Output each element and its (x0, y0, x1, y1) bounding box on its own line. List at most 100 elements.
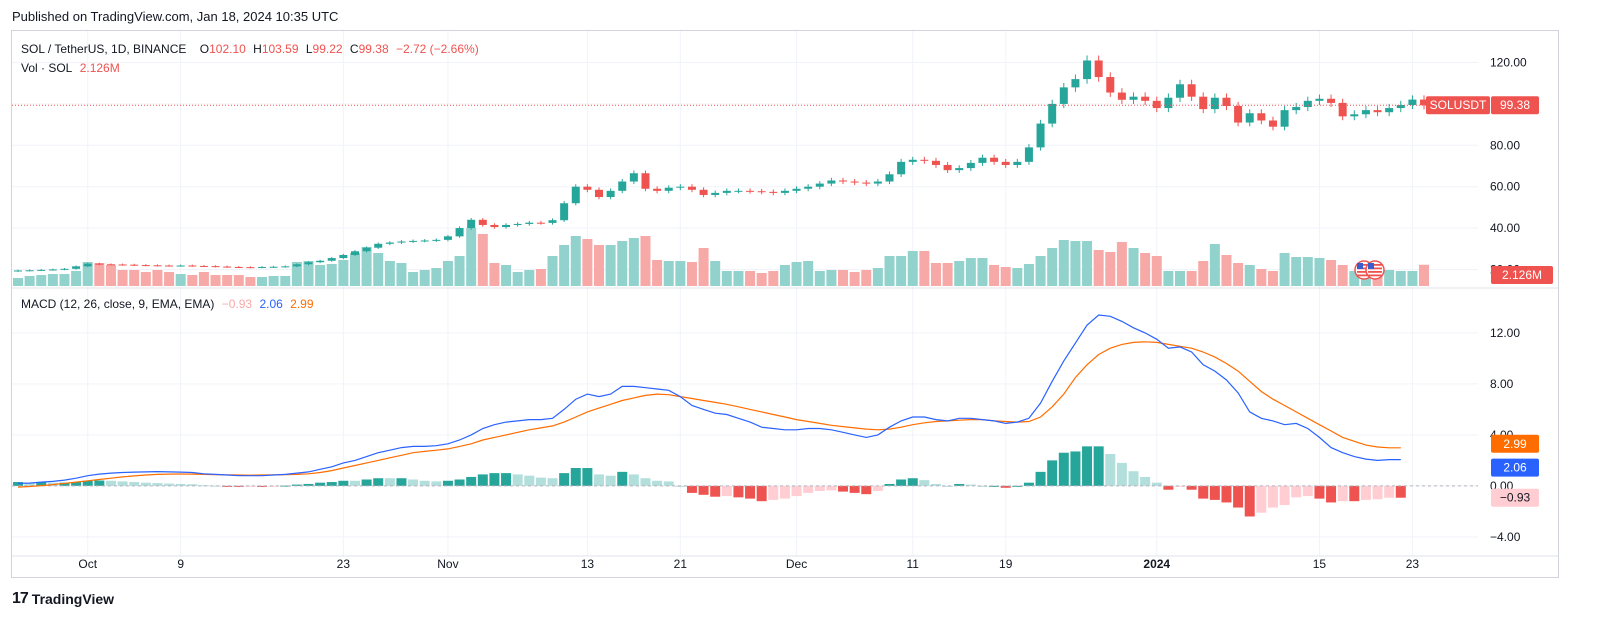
flag-stripe (1357, 274, 1371, 277)
macd-histogram-bar (512, 474, 523, 486)
volume-label[interactable]: Vol · SOL (21, 61, 73, 75)
time-tick-label: 23 (1406, 557, 1420, 571)
volume-bar (1000, 267, 1011, 286)
volume-bar (361, 247, 372, 286)
macd-histogram-bar (1302, 485, 1313, 497)
volume-bar (989, 265, 1000, 286)
time-tick-label: 23 (337, 557, 351, 571)
hist-badge-text: −0.93 (1500, 491, 1531, 505)
candle (490, 224, 499, 228)
candle (362, 247, 371, 252)
candle (1280, 110, 1289, 127)
low-label: L (305, 42, 313, 56)
macd-histogram-bar (1337, 485, 1348, 502)
candle (374, 243, 383, 248)
volume-bar (512, 272, 523, 286)
candle (467, 219, 476, 229)
us-flag-icon (1365, 260, 1385, 280)
volume-bar (547, 256, 558, 286)
candle (1083, 60, 1092, 80)
candle (72, 266, 81, 269)
macd-histogram-bar (152, 483, 163, 486)
volume-bar (1105, 252, 1116, 286)
candle (943, 164, 952, 171)
volume-bar (1395, 271, 1406, 286)
macd-histogram-bar (36, 482, 47, 486)
volume-bar (1128, 248, 1139, 286)
close-label: C (349, 42, 359, 56)
symbol-label[interactable]: SOL / TetherUS, 1D, BINANCE (21, 42, 187, 56)
time-tick-label: 2024 (1143, 557, 1170, 571)
macd-hist-value: −0.93 (221, 297, 253, 311)
volume-bar (675, 261, 686, 286)
volume-bar (1082, 241, 1093, 286)
high-value: 103.59 (261, 42, 299, 56)
footer-brand: TradingView (31, 591, 115, 607)
candle (687, 186, 696, 190)
candle (734, 190, 743, 192)
macd-histogram-bar (129, 482, 140, 486)
volume-bar (652, 260, 663, 286)
macd-histogram-bar (1349, 485, 1360, 502)
macd-histogram-bar (315, 482, 326, 486)
candle (1303, 100, 1312, 108)
volume-bar (13, 278, 23, 286)
volume-bar (59, 274, 70, 286)
macd-histogram-bar (489, 473, 500, 486)
volume-bar (896, 256, 907, 286)
macd-histogram-bar (1047, 460, 1058, 486)
volume-bar (838, 270, 849, 286)
candle (1385, 108, 1394, 113)
macd-histogram-bar (942, 485, 953, 487)
chart-svg[interactable]: 120.00100.0080.0060.0040.0020.0012.008.0… (12, 31, 1558, 577)
macd-histogram-bar (164, 483, 175, 486)
candle (1048, 103, 1057, 124)
time-tick-label: 15 (1313, 557, 1327, 571)
candle (258, 266, 267, 268)
volume-bar (175, 274, 186, 286)
candle (1350, 114, 1359, 117)
time-tick-label: Dec (786, 557, 807, 571)
macd-histogram-bar (919, 480, 930, 486)
time-tick-label: 19 (999, 557, 1013, 571)
volume-bar (965, 258, 976, 286)
macd-histogram-bar (59, 482, 70, 486)
candle (234, 266, 243, 268)
volume-bar (164, 272, 175, 286)
volume-bar (663, 261, 674, 286)
candle (350, 251, 359, 255)
macd-histogram-bar (222, 485, 233, 487)
candle (1361, 110, 1370, 115)
candle (1036, 123, 1045, 148)
price-tick-label: 40.00 (1490, 221, 1520, 235)
volume-bar (396, 263, 407, 286)
macd-label[interactable]: MACD (12, 26, close, 9, EMA, EMA) (21, 297, 215, 311)
macd-histogram-bar (745, 485, 756, 499)
candle (327, 258, 336, 261)
macd-histogram-bar (896, 479, 907, 486)
macd-histogram-bar (710, 485, 721, 497)
macd-histogram-bar (408, 479, 419, 486)
candle (955, 168, 964, 171)
macd-histogram-bar (617, 471, 628, 486)
volume-bar (954, 261, 965, 286)
volume-bar (210, 275, 221, 286)
candle (746, 190, 755, 192)
volume-bar (47, 274, 58, 286)
hist-badge-bg (1491, 488, 1539, 507)
close-value: 99.38 (358, 42, 389, 56)
volume-bar (1163, 271, 1174, 286)
volume-bar (698, 248, 709, 286)
chart-frame: 120.00100.0080.0060.0040.0020.0012.008.0… (11, 30, 1559, 578)
candle (595, 189, 603, 198)
volume-bar (1012, 268, 1023, 286)
candle (1408, 99, 1417, 105)
volume-bar (617, 241, 628, 286)
volume-bar (1256, 269, 1267, 286)
candle (978, 157, 987, 163)
macd-badge-bg (1491, 458, 1539, 477)
tradingview-footer[interactable]: 17 TradingView (12, 590, 114, 608)
price-badge[interactable]: SOLUSDT 99.38 (1426, 96, 1539, 115)
candle (1094, 60, 1103, 78)
macd-histogram-bar (965, 484, 976, 486)
